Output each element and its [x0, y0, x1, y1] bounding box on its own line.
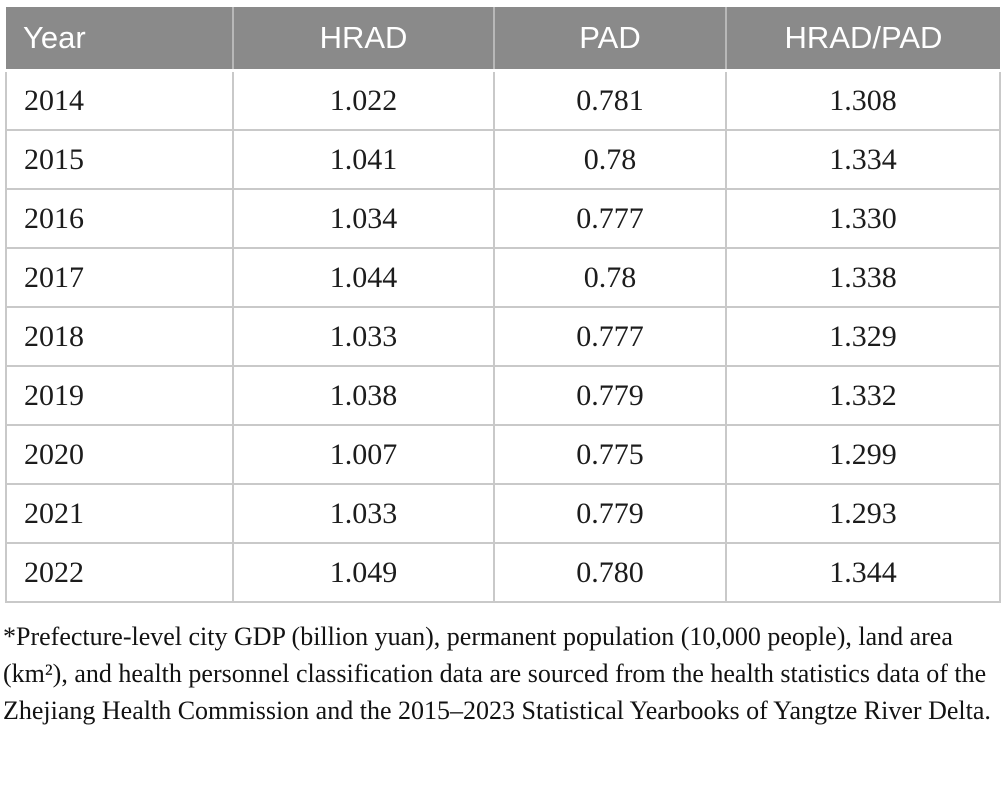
table-row: 2015 1.041 0.78 1.334	[5, 129, 1001, 190]
cell-hrad: 1.038	[232, 365, 495, 426]
cell-year: 2018	[5, 306, 234, 367]
cell-pad: 0.78	[493, 129, 727, 190]
hrad-pad-table: Year HRAD PAD HRAD/PAD 2014 1.022 0.781 …	[5, 7, 1001, 603]
cell-hrad: 1.049	[232, 542, 495, 603]
table-row: 2014 1.022 0.781 1.308	[5, 69, 1001, 131]
column-header-hrad-pad: HRAD/PAD	[726, 7, 1000, 72]
cell-ratio: 1.330	[725, 188, 1001, 249]
cell-year: 2021	[5, 483, 234, 544]
cell-year: 2017	[5, 247, 234, 308]
cell-hrad: 1.022	[232, 69, 495, 131]
cell-hrad: 1.007	[232, 424, 495, 485]
cell-ratio: 1.299	[725, 424, 1001, 485]
cell-ratio: 1.332	[725, 365, 1001, 426]
cell-hrad: 1.034	[232, 188, 495, 249]
cell-ratio: 1.344	[725, 542, 1001, 603]
cell-year: 2016	[5, 188, 234, 249]
cell-pad: 0.779	[493, 483, 727, 544]
cell-ratio: 1.293	[725, 483, 1001, 544]
cell-ratio: 1.308	[725, 69, 1001, 131]
cell-hrad: 1.041	[232, 129, 495, 190]
cell-pad: 0.777	[493, 306, 727, 367]
table-row: 2021 1.033 0.779 1.293	[5, 483, 1001, 544]
cell-pad: 0.775	[493, 424, 727, 485]
cell-pad: 0.777	[493, 188, 727, 249]
cell-hrad: 1.044	[232, 247, 495, 308]
column-header-hrad: HRAD	[233, 7, 495, 72]
cell-year: 2015	[5, 129, 234, 190]
table-row: 2020 1.007 0.775 1.299	[5, 424, 1001, 485]
table-row: 2016 1.034 0.777 1.330	[5, 188, 1001, 249]
cell-year: 2022	[5, 542, 234, 603]
column-header-pad: PAD	[494, 7, 727, 72]
cell-year: 2014	[5, 69, 234, 131]
cell-pad: 0.781	[493, 69, 727, 131]
table-footnote: *Prefecture-level city GDP (billion yuan…	[3, 622, 991, 725]
cell-pad: 0.779	[493, 365, 727, 426]
table-row: 2022 1.049 0.780 1.344	[5, 542, 1001, 603]
cell-hrad: 1.033	[232, 483, 495, 544]
cell-year: 2019	[5, 365, 234, 426]
table-row: 2018 1.033 0.777 1.329	[5, 306, 1001, 367]
cell-ratio: 1.338	[725, 247, 1001, 308]
cell-pad: 0.78	[493, 247, 727, 308]
cell-ratio: 1.329	[725, 306, 1001, 367]
cell-ratio: 1.334	[725, 129, 1001, 190]
cell-pad: 0.780	[493, 542, 727, 603]
column-header-year: Year	[6, 7, 234, 72]
cell-year: 2020	[5, 424, 234, 485]
cell-hrad: 1.033	[232, 306, 495, 367]
table-row: 2017 1.044 0.78 1.338	[5, 247, 1001, 308]
table-row: 2019 1.038 0.779 1.332	[5, 365, 1001, 426]
header-row: Year HRAD PAD HRAD/PAD	[6, 7, 1000, 72]
